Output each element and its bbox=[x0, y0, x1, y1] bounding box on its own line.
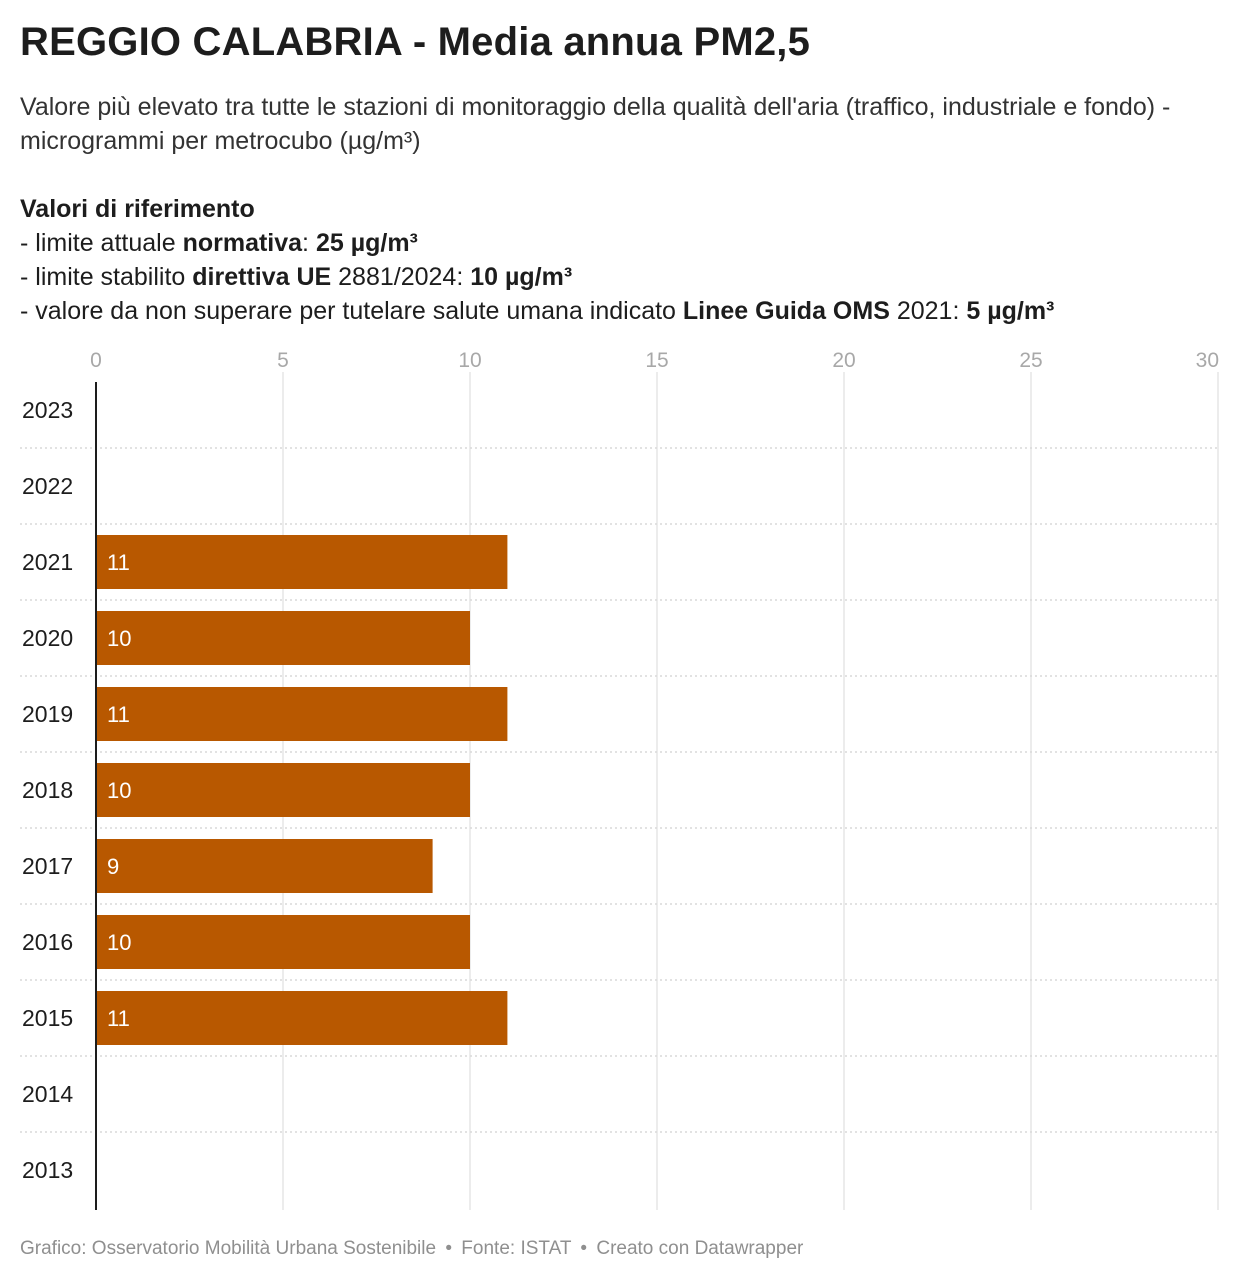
y-category-label: 2013 bbox=[22, 1157, 73, 1183]
x-tick-label: 25 bbox=[1019, 349, 1042, 372]
y-category-label: 2020 bbox=[22, 625, 73, 651]
bar bbox=[96, 611, 470, 665]
bar-value-label: 11 bbox=[107, 550, 130, 575]
x-tick-label: 5 bbox=[277, 349, 289, 372]
bar bbox=[96, 763, 470, 817]
footer-credit: Grafico: Osservatorio Mobilità Urbana So… bbox=[20, 1238, 437, 1259]
footer-source: Fonte: ISTAT bbox=[461, 1238, 572, 1259]
bar-value-label: 10 bbox=[107, 626, 131, 651]
y-category-label: 2018 bbox=[22, 777, 73, 803]
reference-line-normativa: - limite attuale normativa: 25 µg/m³ bbox=[20, 229, 418, 257]
y-category-label: 2014 bbox=[22, 1081, 73, 1107]
bar bbox=[96, 915, 470, 969]
bar-chart: 0 5 10 15 20 25 30 2023 2022 2021 11 2020 10 2019 11 20… bbox=[20, 349, 1219, 1210]
chart-footer: Grafico: Osservatorio Mobilità Urbana So… bbox=[20, 1238, 803, 1260]
y-category-label: 2017 bbox=[22, 853, 73, 879]
bar-value-label: 9 bbox=[107, 854, 119, 879]
y-category-label: 2022 bbox=[22, 473, 73, 499]
bar-value-label: 11 bbox=[107, 1006, 130, 1031]
bar-value-label: 11 bbox=[107, 702, 130, 727]
footer-separator: • bbox=[580, 1238, 588, 1259]
y-category-label: 2023 bbox=[22, 397, 73, 423]
reference-line-direttiva: - limite stabilito direttiva UE 2881/202… bbox=[20, 263, 573, 291]
bar bbox=[96, 687, 508, 741]
bar-value-label: 10 bbox=[107, 930, 131, 955]
reference-values: Valori di riferimento - limite attuale n… bbox=[20, 192, 1220, 328]
y-category-label: 2016 bbox=[22, 929, 73, 955]
y-category-label: 2021 bbox=[22, 549, 73, 575]
y-category-label: 2015 bbox=[22, 1005, 73, 1031]
x-tick-label: 0 bbox=[90, 349, 102, 372]
x-tick-label: 30 bbox=[1196, 349, 1219, 372]
footer-created: Creato con Datawrapper bbox=[596, 1238, 804, 1259]
reference-heading: Valori di riferimento bbox=[20, 195, 255, 223]
x-tick-label: 15 bbox=[645, 349, 668, 372]
footer-separator: • bbox=[445, 1238, 453, 1259]
bar bbox=[96, 991, 508, 1045]
reference-line-oms: - valore da non superare per tutelare sa… bbox=[20, 297, 1055, 325]
y-category-label: 2019 bbox=[22, 701, 73, 727]
chart-subtitle: Valore più elevato tra tutte le stazioni… bbox=[20, 93, 1171, 155]
x-tick-label: 10 bbox=[458, 349, 481, 372]
bar bbox=[96, 839, 433, 893]
bar-value-label: 10 bbox=[107, 778, 131, 803]
bar bbox=[96, 535, 508, 589]
chart-title: REGGIO CALABRIA - Media annua PM2,5 bbox=[20, 20, 811, 64]
x-tick-label: 20 bbox=[832, 349, 855, 372]
